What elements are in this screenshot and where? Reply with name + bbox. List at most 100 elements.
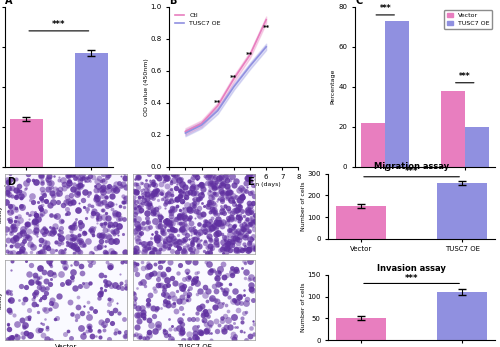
Point: [250, 321, 258, 326]
Point: [39, 332, 47, 338]
Point: [204, 309, 212, 314]
Point: [130, 333, 138, 338]
Point: [198, 211, 206, 217]
Point: [71, 219, 79, 224]
Point: [156, 223, 164, 229]
Point: [150, 246, 158, 252]
Point: [100, 179, 108, 184]
Point: [38, 178, 46, 184]
Point: [73, 246, 81, 252]
Point: [61, 263, 69, 269]
Point: [178, 181, 186, 187]
Point: [10, 223, 18, 228]
Point: [47, 276, 55, 282]
Point: [207, 199, 215, 205]
Point: [231, 298, 239, 304]
Point: [166, 241, 173, 246]
Point: [180, 229, 188, 235]
Point: [92, 187, 100, 193]
Point: [72, 171, 80, 176]
Point: [104, 227, 112, 233]
Point: [108, 206, 116, 212]
Point: [170, 171, 177, 177]
Point: [180, 238, 188, 244]
Point: [25, 271, 33, 276]
Point: [70, 221, 78, 227]
Point: [189, 183, 197, 189]
Point: [216, 183, 224, 189]
Point: [165, 245, 173, 251]
Point: [104, 172, 112, 178]
Point: [100, 214, 108, 220]
Point: [246, 333, 254, 338]
Point: [206, 190, 214, 195]
Point: [165, 220, 173, 225]
Point: [147, 180, 155, 185]
Point: [244, 209, 252, 214]
Point: [246, 221, 254, 227]
Point: [38, 202, 46, 208]
Y-axis label: Percentage: Percentage: [330, 69, 336, 104]
Point: [190, 236, 198, 241]
Point: [102, 238, 110, 244]
Point: [195, 212, 203, 218]
Point: [234, 202, 242, 208]
Point: [226, 228, 234, 233]
Point: [142, 187, 150, 193]
Point: [180, 244, 188, 250]
Point: [101, 220, 109, 226]
Point: [228, 189, 235, 195]
Point: [40, 294, 48, 299]
Point: [63, 240, 71, 245]
Point: [210, 181, 218, 187]
Point: [134, 225, 142, 231]
Point: [17, 248, 25, 254]
Point: [154, 249, 162, 254]
Bar: [75, 53, 108, 167]
Point: [6, 203, 14, 209]
Point: [198, 303, 206, 309]
Point: [98, 207, 106, 212]
Point: [188, 246, 196, 252]
Point: [10, 223, 18, 228]
Point: [162, 216, 170, 221]
Point: [140, 335, 148, 341]
Point: [226, 324, 234, 329]
Point: [50, 194, 58, 199]
Point: [234, 237, 242, 242]
Point: [156, 181, 164, 186]
Point: [114, 211, 122, 217]
Point: [224, 193, 232, 198]
Point: [24, 216, 32, 221]
Point: [134, 305, 141, 311]
Point: [21, 295, 29, 301]
Point: [119, 231, 127, 236]
Point: [14, 335, 22, 340]
Point: [200, 292, 208, 298]
Point: [210, 224, 218, 229]
Point: [161, 329, 169, 335]
Point: [226, 281, 234, 287]
Point: [69, 269, 77, 275]
Point: [168, 248, 176, 253]
Point: [207, 183, 215, 189]
Point: [17, 204, 25, 209]
Point: [142, 283, 150, 288]
Point: [228, 214, 235, 220]
Point: [6, 229, 14, 235]
Point: [215, 175, 223, 181]
Point: [223, 195, 231, 201]
Point: [43, 176, 51, 181]
Point: [8, 186, 16, 191]
Point: [149, 305, 157, 310]
Point: [168, 210, 175, 216]
Point: [219, 239, 227, 245]
Point: [20, 322, 28, 328]
Point: [156, 264, 164, 270]
Point: [6, 172, 14, 177]
Point: [152, 328, 160, 334]
Point: [163, 198, 171, 203]
Point: [57, 230, 65, 235]
Point: [98, 193, 106, 198]
Point: [72, 241, 80, 246]
